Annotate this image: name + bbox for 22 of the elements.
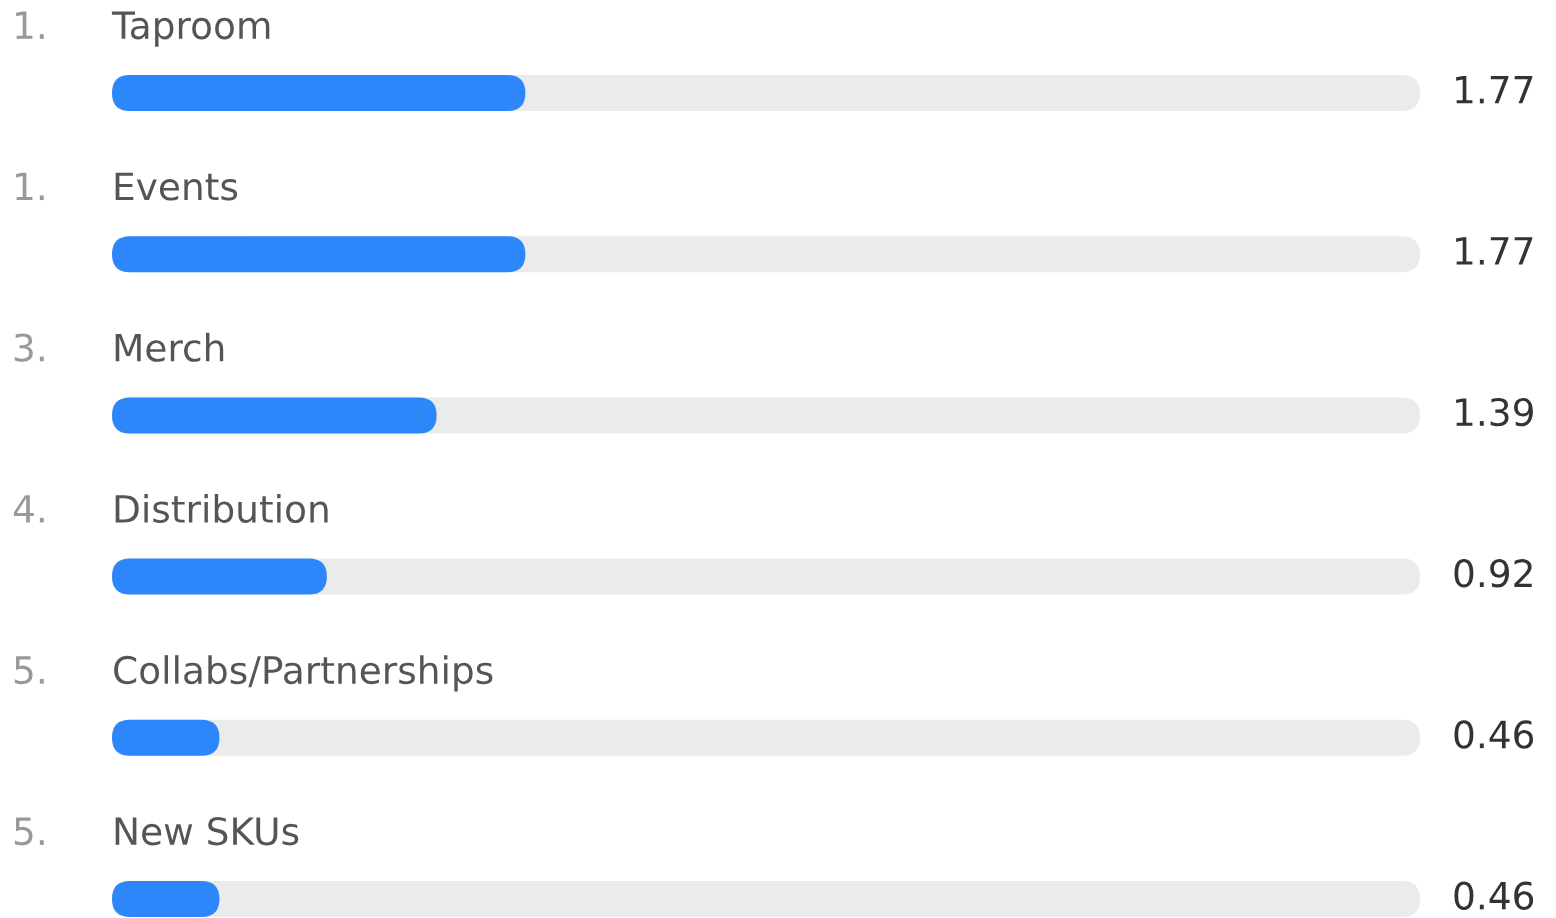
bar xyxy=(112,881,220,917)
text: 5. xyxy=(14,817,44,846)
y-tick-label: Collabs/Partnerships xyxy=(114,655,493,692)
bar xyxy=(112,558,327,595)
data-label: 1.77 xyxy=(1456,237,1533,265)
text: 1. xyxy=(16,11,44,39)
text: 4. xyxy=(13,495,44,523)
data-label: 0.92 xyxy=(1454,559,1532,588)
bar xyxy=(112,719,220,756)
y-tick-label: Distribution xyxy=(115,493,328,523)
data-label: 0.46 xyxy=(1454,720,1534,749)
bar xyxy=(112,397,437,434)
y-tick-label: New SKUs xyxy=(115,817,299,846)
text: 1. xyxy=(16,172,44,201)
text: 5. xyxy=(14,656,44,685)
text: 3. xyxy=(14,333,44,362)
data-label: 1.77 xyxy=(1456,76,1533,104)
data-label: 0.46 xyxy=(1454,881,1534,910)
y-tick-label: Taproom xyxy=(111,11,270,47)
y-tick-label: Merch xyxy=(115,332,224,362)
y-tick-label: Events xyxy=(115,172,238,201)
data-label: 1.39 xyxy=(1456,397,1533,427)
